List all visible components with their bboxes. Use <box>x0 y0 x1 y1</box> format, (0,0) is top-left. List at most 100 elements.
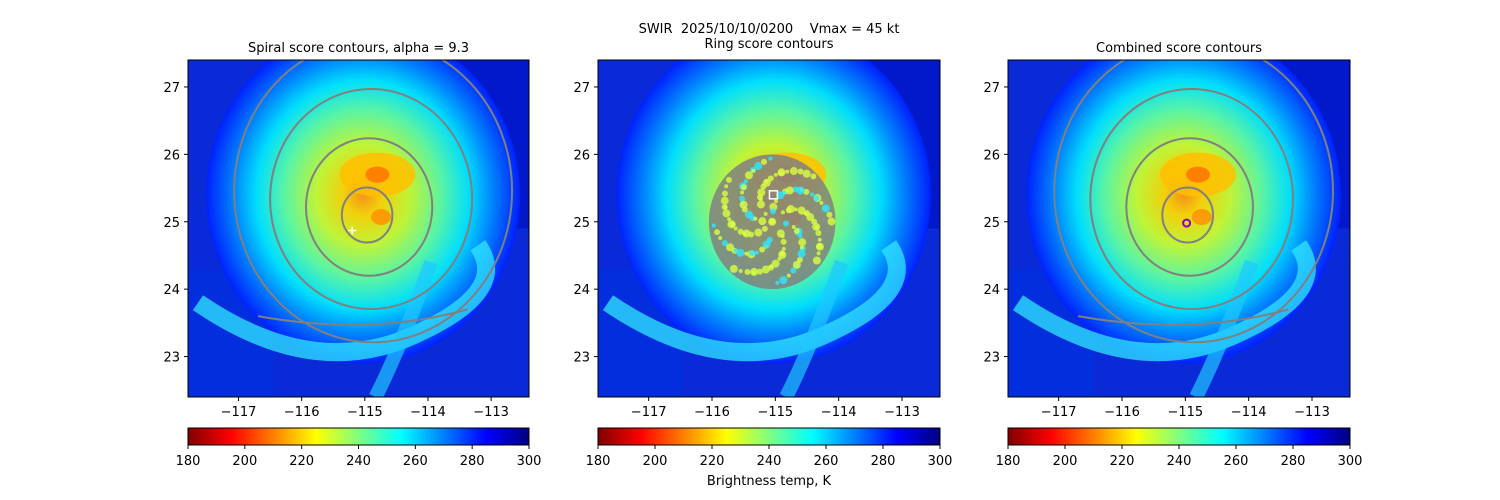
y-tick-label: 26 <box>573 148 590 163</box>
x-tick-label: −116 <box>284 405 320 420</box>
x-tick-label: −113 <box>884 405 920 420</box>
ring-speckle <box>773 172 778 177</box>
ring-speckle <box>769 208 776 215</box>
ring-speckle <box>711 223 716 228</box>
ring-speckle <box>799 245 804 250</box>
ring-speckle <box>785 186 794 195</box>
score-contour <box>1161 186 1214 244</box>
x-tick-label: −116 <box>694 405 730 420</box>
colorbar <box>597 427 941 446</box>
ring-speckle <box>785 169 790 174</box>
ring-speckle <box>797 249 806 258</box>
x-tick-label: −113 <box>1294 405 1330 420</box>
ring-speckle <box>743 179 748 184</box>
ring-speckle <box>821 204 830 213</box>
y-tick-label: 25 <box>163 216 180 231</box>
ring-speckle <box>740 184 747 191</box>
score-contour <box>1125 137 1254 277</box>
x-tick-label: −117 <box>1041 405 1077 420</box>
x-tick-label: −115 <box>347 405 383 420</box>
ring-speckle <box>744 210 753 219</box>
ring-speckle <box>738 268 743 273</box>
ring-speckle <box>774 199 779 204</box>
y-tick-label: 26 <box>983 148 1000 163</box>
ring-speckle <box>783 220 790 227</box>
ring-speckle <box>803 211 808 216</box>
figure-suptitle: SWIR 2025/10/10/0200 Vmax = 45 kt Ring s… <box>569 22 969 52</box>
ring-speckle <box>778 170 785 177</box>
ring-speckle <box>724 184 729 189</box>
x-tick-label: −116 <box>1104 405 1140 420</box>
ring-speckle <box>749 250 756 257</box>
center-marker <box>1182 218 1192 228</box>
y-tick-label: 24 <box>163 283 180 298</box>
ring-speckle <box>721 240 728 247</box>
inner-core-convection <box>1191 209 1212 226</box>
colorbar-tick-label: 220 <box>1110 454 1135 469</box>
ring-speckle <box>781 246 786 251</box>
x-tick-label: −115 <box>757 405 793 420</box>
score-contour <box>1089 88 1294 311</box>
ring-speckle <box>797 168 804 175</box>
ring-speckle <box>827 217 836 226</box>
y-tick-label: 25 <box>983 216 1000 231</box>
ring-speckle <box>760 158 767 165</box>
ring-speckle <box>756 268 763 275</box>
cloud-shield <box>206 60 520 364</box>
ring-speckle <box>769 264 774 269</box>
colorbar-tick-label: 200 <box>232 454 257 469</box>
coldest-cloud-top <box>365 166 390 183</box>
panel-3: Combined score contours −117 −116 −115 −114 −… <box>983 41 1363 469</box>
ring-speckle <box>744 251 749 256</box>
ring-speckle <box>742 229 751 238</box>
y-tick-label: 23 <box>983 351 1000 366</box>
ring-speckle <box>756 200 765 209</box>
ring-speckle <box>816 243 823 250</box>
ring-speckle <box>810 192 815 197</box>
ring-speckle <box>812 256 821 265</box>
suptitle-line2: Ring score contours <box>704 37 834 52</box>
x-tick-label: −117 <box>221 405 257 420</box>
brightness-temperature-image <box>598 60 940 397</box>
colorbar-tick-label: 280 <box>871 454 896 469</box>
colorbar-tick-label: 300 <box>1338 454 1363 469</box>
ring-speckle <box>798 238 807 247</box>
y-tick-label: 24 <box>983 283 1000 298</box>
ring-speckle <box>779 276 788 285</box>
ring-speckle <box>778 250 785 257</box>
ring-speckle <box>722 209 731 218</box>
y-tick-label: 25 <box>573 216 590 231</box>
y-tick-label: 23 <box>163 351 180 366</box>
ring-speckle <box>798 234 803 239</box>
colorbar-tick-label: 240 <box>757 454 782 469</box>
x-tick-label: −115 <box>1167 405 1203 420</box>
ring-speckle <box>791 225 796 230</box>
colorbar-tick-label: 200 <box>643 454 668 469</box>
ring-speckle <box>775 280 780 285</box>
colorbar <box>187 427 530 446</box>
ring-speckle <box>793 207 798 212</box>
ring-speckle <box>806 212 815 221</box>
colorbar-tick-label: 180 <box>176 454 201 469</box>
colorbar-tick-label: 260 <box>1224 454 1249 469</box>
ring-speckle <box>739 195 746 202</box>
ring-speckle <box>770 219 775 224</box>
ring-speckle <box>776 191 785 200</box>
ring-speckle <box>816 251 821 256</box>
ring-speckle <box>763 211 768 216</box>
suptitle-line1: SWIR 2025/10/10/0200 Vmax = 45 kt <box>638 22 900 37</box>
ring-speckle <box>762 240 771 249</box>
ring-speckle <box>723 205 728 210</box>
ring-speckle <box>733 248 738 253</box>
panel-title: Spiral score contours, alpha = 9.3 <box>248 41 469 56</box>
ring-speckle <box>777 256 782 261</box>
ring-speckle <box>720 196 729 205</box>
colorbar <box>1007 427 1351 446</box>
ring-speckle <box>758 197 763 202</box>
score-contour <box>257 308 468 326</box>
y-tick-label: 27 <box>163 81 180 96</box>
x-tick-label: −117 <box>631 405 667 420</box>
brightness-temperature-image <box>188 60 529 397</box>
ring-speckle <box>810 173 817 180</box>
ring-speckle <box>786 273 791 278</box>
